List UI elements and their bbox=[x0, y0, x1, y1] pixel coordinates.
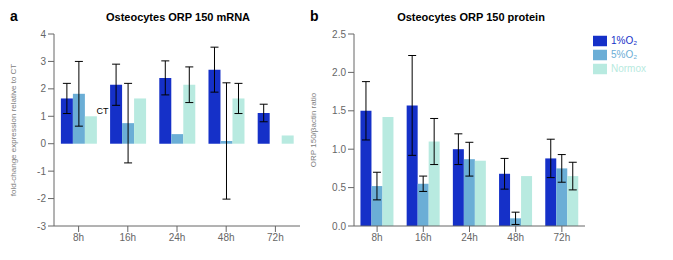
svg-text:2.5: 2.5 bbox=[332, 29, 346, 40]
svg-text:1.0: 1.0 bbox=[332, 144, 346, 155]
svg-text:2.0: 2.0 bbox=[332, 67, 346, 78]
svg-text:-3: -3 bbox=[37, 221, 46, 232]
svg-text:-1: -1 bbox=[37, 166, 46, 177]
svg-text:ORP 150/βactin ratio: ORP 150/βactin ratio bbox=[309, 92, 318, 167]
html-text:Osteocytes ORP 150 mRNA: Osteocytes ORP 150 mRNA bbox=[106, 11, 250, 23]
svg-text:1.5: 1.5 bbox=[332, 105, 346, 116]
svg-text:72h: 72h bbox=[554, 232, 571, 243]
svg-text:8h: 8h bbox=[73, 232, 84, 243]
svg-text:0: 0 bbox=[40, 138, 46, 149]
svg-text:16h: 16h bbox=[415, 232, 432, 243]
html-text:1%O₂: 1%O₂ bbox=[611, 34, 638, 46]
html-text:Osteocytes ORP 150 protein: Osteocytes ORP 150 protein bbox=[397, 11, 545, 23]
svg-text:24h: 24h bbox=[169, 232, 186, 243]
svg-text:1: 1 bbox=[40, 111, 46, 122]
svg-text:48h: 48h bbox=[507, 232, 524, 243]
html-text:a: a bbox=[10, 8, 18, 24]
svg-text:-2: -2 bbox=[37, 193, 46, 204]
svg-text:0.5: 0.5 bbox=[332, 182, 346, 193]
html-text:5%O₂: 5%O₂ bbox=[611, 48, 638, 60]
svg-text:48h: 48h bbox=[218, 232, 235, 243]
svg-text:CT: CT bbox=[97, 106, 109, 116]
html-text:b: b bbox=[310, 8, 319, 24]
svg-text:0.0: 0.0 bbox=[332, 221, 346, 232]
svg-text:24h: 24h bbox=[461, 232, 478, 243]
svg-text:16h: 16h bbox=[119, 232, 136, 243]
html-text:Normox: Normox bbox=[611, 62, 646, 74]
svg-text:2: 2 bbox=[40, 83, 46, 94]
svg-text:4: 4 bbox=[40, 29, 46, 40]
svg-text:8h: 8h bbox=[372, 232, 383, 243]
svg-text:fold-change expression relativ: fold-change expression relative to CT bbox=[9, 64, 18, 197]
svg-text:72h: 72h bbox=[267, 232, 284, 243]
svg-text:3: 3 bbox=[40, 56, 46, 67]
